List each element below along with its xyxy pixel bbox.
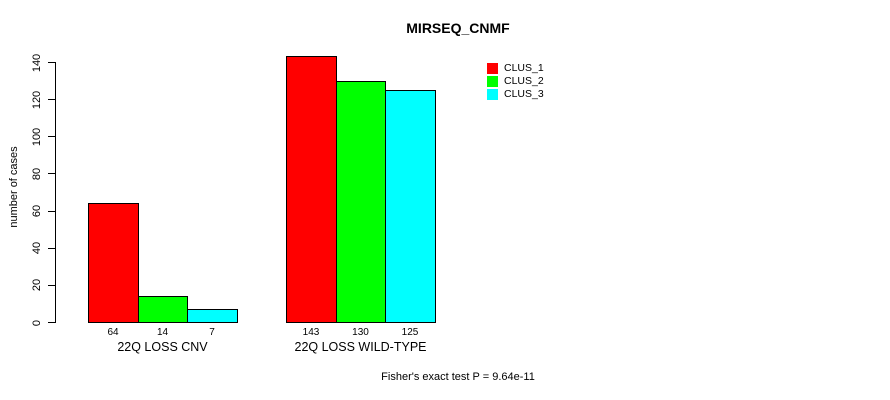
- legend-row: CLUS_2: [487, 76, 544, 87]
- bar-value-label: 64: [107, 327, 119, 338]
- x-category-label: 22Q LOSS WILD-TYPE: [294, 340, 427, 354]
- y-tick-mark: [48, 322, 55, 323]
- legend-row: CLUS_1: [487, 63, 544, 74]
- legend-swatch-clus_1: [487, 63, 498, 74]
- bar-value-label: 14: [156, 327, 169, 338]
- legend-label: CLUS_1: [504, 62, 544, 74]
- y-tick-label: 120: [31, 90, 43, 109]
- bar-clus_2-group1: [138, 296, 188, 323]
- y-tick-mark: [48, 99, 55, 101]
- bar-value-label: 7: [209, 327, 215, 338]
- legend-label: CLUS_2: [504, 75, 544, 87]
- legend-swatch-clus_3: [487, 89, 498, 100]
- legend-swatch-clus_2: [487, 76, 498, 87]
- bar-value-label: 125: [401, 327, 419, 338]
- y-tick-mark: [48, 136, 55, 138]
- y-tick-label: 40: [31, 242, 43, 255]
- bar-value-label: 143: [302, 327, 320, 338]
- y-tick-label: 100: [31, 127, 43, 146]
- chart-title: MIRSEQ_CNMF: [406, 20, 510, 36]
- bar-clus_3-group1: [187, 309, 238, 323]
- y-axis-title: number of cases: [8, 146, 20, 228]
- y-tick-mark: [48, 210, 55, 212]
- legend-row: CLUS_3: [487, 89, 544, 100]
- y-tick-label: 140: [31, 53, 43, 72]
- y-tick-label: 20: [31, 279, 43, 292]
- y-tick-label: 80: [31, 167, 43, 181]
- bar-clus_1-group1: [88, 203, 139, 323]
- x-category-label: 22Q LOSS CNV: [117, 340, 208, 354]
- caption: Fisher's exact test P = 9.64e-11: [381, 371, 535, 383]
- bar-clus_3-group2: [385, 90, 436, 323]
- bar-value-label: 130: [352, 327, 369, 338]
- bar-clus_2-group2: [336, 81, 386, 323]
- y-axis-line: [55, 62, 56, 323]
- y-tick-mark: [48, 173, 55, 175]
- y-tick-label: 0: [31, 319, 43, 326]
- legend: CLUS_1 CLUS_2 CLUS_3: [487, 63, 544, 100]
- y-tick-mark: [48, 62, 55, 63]
- legend-label: CLUS_3: [504, 88, 544, 100]
- bar-clus_1-group2: [286, 56, 337, 323]
- y-tick-mark: [48, 247, 55, 249]
- y-tick-label: 60: [31, 204, 43, 218]
- y-tick-mark: [48, 284, 55, 286]
